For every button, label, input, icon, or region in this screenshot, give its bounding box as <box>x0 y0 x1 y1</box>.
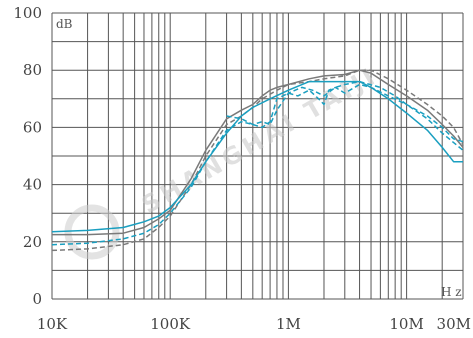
y-tick-label: 40 <box>23 176 42 194</box>
x-tick-label: 30M <box>437 315 471 333</box>
series-line-1 <box>52 69 464 236</box>
series-line-4 <box>51 83 464 246</box>
axis-labels: 0 20 40 60 80 100 10K 100K 1M 10M 30M dB H z <box>13 4 471 333</box>
x-axis-unit-label: H z <box>441 285 462 299</box>
x-tick-label: 100K <box>150 315 191 333</box>
y-tick-label: 20 <box>23 233 42 251</box>
series-line-2 <box>51 69 464 252</box>
y-tick-label: 0 <box>32 290 42 308</box>
series-line-3 <box>51 80 463 233</box>
y-tick-label: 60 <box>23 118 42 136</box>
series-lines <box>51 69 464 252</box>
series-line-5 <box>226 80 464 151</box>
watermark-logo-ring <box>64 204 120 260</box>
x-tick-label: 10M <box>389 315 423 333</box>
y-tick-label: 80 <box>23 61 42 79</box>
y-axis-unit-label: dB <box>56 17 73 31</box>
watermark: SHANGHAI TAIJI <box>64 61 383 260</box>
x-tick-label: 10K <box>37 315 68 333</box>
x-tick-label: 1M <box>276 315 301 333</box>
y-tick-label: 100 <box>13 4 42 22</box>
